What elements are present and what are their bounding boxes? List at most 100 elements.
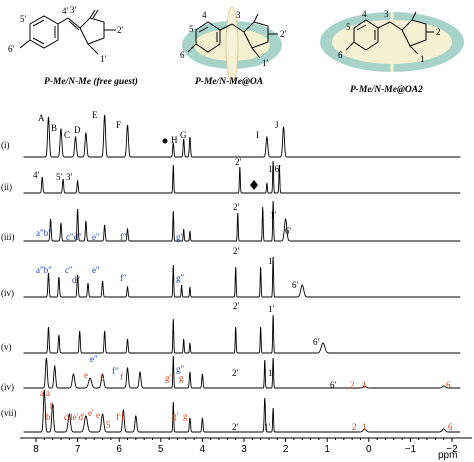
peak-label-D: D	[74, 125, 81, 135]
row-vi-label-1: 1	[362, 380, 367, 390]
row-iv-label-1p: 1′	[268, 256, 275, 266]
row-vi-label-g-dd: g″	[176, 364, 185, 374]
oa2-label-6: 6	[338, 50, 343, 60]
nmr-spectra	[23, 114, 461, 433]
row-vii-label-ff: f′f	[116, 412, 124, 422]
oa-label-1p: 1′	[262, 58, 269, 68]
oa2-caption: P-Me/N-Me@OA2	[350, 85, 423, 95]
row-vi-label-f-dd: f″	[112, 366, 119, 376]
structure-oa2-complex	[320, 11, 464, 72]
row-vi-label-e: e	[84, 370, 88, 380]
row-label-ii: (ii)	[1, 182, 12, 192]
oa2-label-2: 2	[436, 27, 441, 37]
spectrum-trace-1	[23, 114, 461, 158]
free-guest-label-5p: 5′	[20, 14, 27, 24]
free-guest-label-6p: 6′	[8, 44, 15, 54]
spectrum-trace-6	[23, 355, 461, 389]
row-ii-label-5p: 5′	[56, 172, 63, 182]
row-vii-label-2p: 2′	[232, 422, 239, 432]
x-axis-tick-label: 8	[33, 444, 39, 455]
row-vii-label-e: e	[96, 410, 100, 420]
row-iii-label-g: g″	[176, 232, 185, 242]
row-iii-label-cd: c″d″	[66, 232, 82, 242]
row-v-label-1p: 1′	[268, 304, 275, 314]
oa2-label-4: 4	[362, 9, 367, 19]
x-axis-tick-label: 0	[366, 444, 372, 455]
oa2-label-3: 3	[384, 9, 389, 19]
peak-label-I: I	[256, 130, 259, 140]
row-vii-label-aa: a′a	[40, 388, 50, 398]
row-vii-label-gp: g′	[172, 411, 179, 421]
row-iv-label-f: f″	[120, 273, 127, 283]
structure-oa-complex	[182, 6, 282, 84]
row-vi-label-2p: 2′	[232, 368, 239, 378]
row-vii-label-ep: e′	[88, 408, 94, 418]
row-vi-label-6p: 6′	[330, 380, 337, 390]
row-vi-label-g: g	[179, 373, 184, 383]
row-vii-label-1p: 1′	[264, 422, 271, 432]
row-vi-label-e-dd: e″	[90, 354, 98, 364]
solvent-diamond-marker	[250, 180, 258, 190]
row-iii-label-1p: 1′	[270, 210, 277, 220]
free-guest-label-3p: 3′	[70, 5, 77, 15]
row-iii-label-e: e″	[92, 232, 100, 242]
structure-free-guest	[19, 9, 116, 55]
peak-label-C: C	[64, 130, 70, 140]
x-axis-tick-label: 3	[241, 444, 247, 455]
x-axis-title: ppm	[438, 450, 457, 461]
row-vii-label-1: 1	[362, 422, 367, 432]
row-vii-label-bp: b′	[46, 412, 53, 422]
row-ii-label-2p: 2′	[235, 157, 242, 167]
spectrum-trace-5	[23, 314, 461, 354]
row-vi-label-gp: g′	[165, 373, 172, 383]
oa-label-4: 4	[202, 10, 207, 20]
x-axis-tick-label: 4	[200, 444, 206, 455]
free-guest-caption: P-Me/N-Me (free guest)	[44, 76, 138, 87]
row-vii-label-b: b	[50, 401, 55, 411]
row-vi-label-1p: 1′	[268, 368, 275, 378]
peak-label-A: A	[38, 113, 45, 123]
x-axis-tick-label: 5	[158, 444, 164, 455]
row-label-iv: (iv)	[1, 288, 14, 298]
row-iii-label-f: f″	[120, 232, 127, 242]
row-ii-label-3p: 3′	[66, 172, 73, 182]
row-vii-label-cde: cde′d′	[64, 412, 85, 422]
x-axis-tick-label: 1	[324, 444, 330, 455]
row-vi-label-2: 2	[350, 380, 355, 390]
oa-label-3: 3	[236, 10, 241, 20]
row-iv-label-g: g″	[176, 273, 185, 283]
x-axis-tick-label: 7	[75, 444, 81, 455]
oa-caption: P-Me/N-Me@OA	[195, 77, 263, 87]
peak-label-H: H	[171, 135, 178, 145]
row-vii-label-5: 5	[106, 420, 111, 430]
row-ii-label-1p6p: 1′6′	[268, 164, 281, 174]
oa-label-5: 5	[189, 24, 194, 34]
row-iii-label-ab: a″b″	[36, 228, 52, 238]
spectrum-trace-2	[23, 160, 461, 194]
x-axis-ticks: 8 7 6 5 4 3 2 1 0 −1 −2	[33, 438, 458, 455]
free-guest-label-1p: 1′	[100, 54, 107, 64]
row-iii-label-2p: 2′	[233, 202, 240, 212]
peak-label-E: E	[92, 110, 98, 120]
x-axis-tick-label: −1	[405, 444, 417, 455]
peak-label-F: F	[116, 120, 121, 130]
oa2-label-5: 5	[346, 22, 351, 32]
spectrum-trace-3	[23, 200, 461, 242]
row-iv-label-e: e″	[92, 265, 100, 275]
impurity-dot-marker	[162, 138, 168, 144]
x-axis-tick-label: 6	[116, 444, 122, 455]
row-iv-label-d: d″	[72, 275, 81, 285]
oa-label-2p: 2′	[280, 29, 287, 39]
row-vi-label-6: 6	[446, 380, 451, 390]
row-iv-label-2p: 2′	[233, 246, 240, 256]
free-guest-label-4p: 4′	[62, 6, 69, 16]
x-axis-tick-label: 2	[283, 444, 289, 455]
row-iii-label-6p: 6′	[285, 226, 292, 236]
x-axis-tick-label: −2	[446, 444, 458, 455]
oa2-label-1: 1	[420, 54, 425, 64]
row-iv-label-ab: a″b″	[36, 265, 52, 275]
oa-label-6: 6	[180, 50, 185, 60]
row-iv-label-6p: 6′	[292, 280, 299, 290]
row-v-label-2p: 2′	[233, 301, 240, 311]
